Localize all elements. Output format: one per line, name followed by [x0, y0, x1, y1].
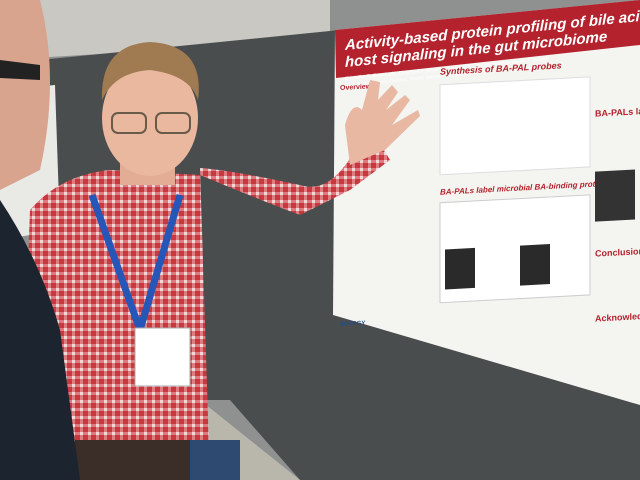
glasses [111, 112, 147, 134]
section-heading: BA-PALs la [595, 106, 640, 119]
face [102, 60, 198, 176]
name-badge [134, 327, 191, 387]
foreground-face [0, 0, 50, 190]
shirt [20, 130, 390, 480]
logo: ENERGY [340, 321, 365, 328]
gel-image [445, 247, 475, 290]
section-heading: Conclusions a [595, 245, 640, 258]
figure [439, 194, 591, 304]
gel-image [520, 243, 550, 286]
section-heading: Overview [340, 83, 372, 92]
hair [101, 42, 199, 100]
gel-image [595, 169, 635, 222]
glasses [155, 112, 191, 134]
jeans [190, 440, 240, 480]
section-heading: Acknowledgem [595, 310, 640, 323]
figure [439, 76, 591, 176]
foreground-glasses [0, 60, 40, 80]
hand [345, 80, 420, 165]
poster-title-band [335, 0, 640, 78]
foreground-jacket [0, 200, 80, 480]
